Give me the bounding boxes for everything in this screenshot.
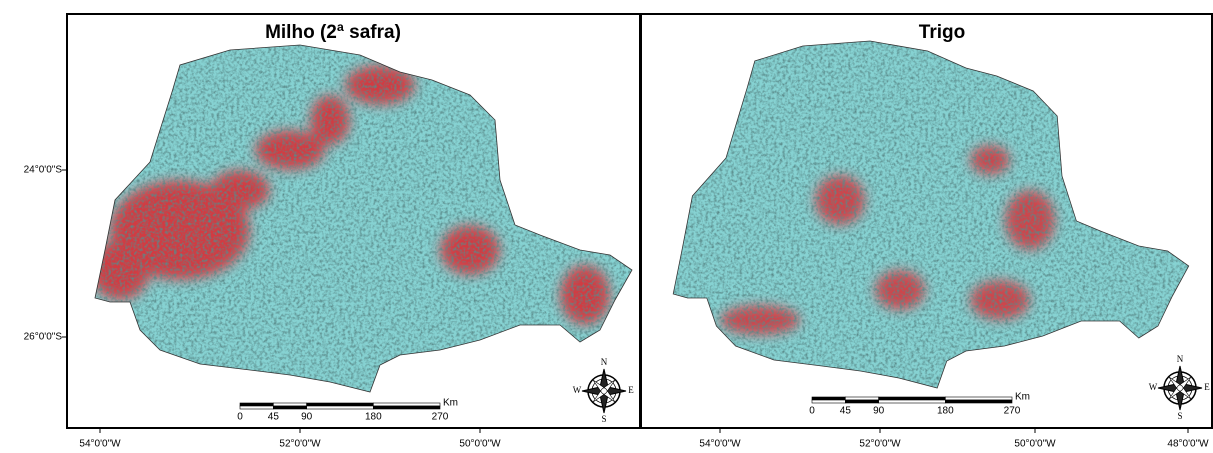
scale-label: 90 bbox=[301, 412, 313, 423]
scale-segment bbox=[812, 397, 845, 400]
scale-segment bbox=[845, 400, 878, 403]
compass-east: E bbox=[1204, 382, 1210, 392]
raster-right bbox=[660, 40, 1213, 400]
scale-segment bbox=[845, 397, 878, 400]
scale-label: 0 bbox=[809, 406, 815, 417]
longitude-label: 50°0'0"W bbox=[1014, 439, 1056, 450]
scale-label: 90 bbox=[873, 406, 885, 417]
scale-segment bbox=[307, 403, 374, 406]
latitude-label: 26°0'0"S bbox=[24, 332, 63, 343]
latitude-label: 24°0'0"S bbox=[24, 165, 63, 176]
scale-label: 180 bbox=[937, 406, 954, 417]
scale-segment bbox=[879, 400, 946, 403]
scale-segment bbox=[273, 406, 306, 409]
compass-west: W bbox=[1149, 382, 1158, 392]
scale-label: 270 bbox=[432, 412, 449, 423]
panel-title: Milho (2ª safra) bbox=[265, 22, 401, 43]
scale-unit: Km bbox=[1015, 392, 1030, 403]
scale-label: 45 bbox=[268, 412, 280, 423]
longitude-label: 52°0'0"W bbox=[859, 439, 901, 450]
map-figure: Milho (2ª safra) 54°0'0"W 52°0'0"W 50°0'0"W… bbox=[0, 0, 1213, 453]
longitude-label: 54°0'0"W bbox=[699, 439, 741, 450]
longitude-label: 50°0'0"W bbox=[459, 439, 501, 450]
scale-segment bbox=[307, 406, 374, 409]
scale-segment bbox=[240, 403, 273, 406]
longitude-label: 54°0'0"W bbox=[79, 439, 121, 450]
scale-segment bbox=[945, 397, 1012, 400]
raster-left bbox=[80, 40, 640, 400]
panel-title: Trigo bbox=[919, 22, 965, 43]
scale-segment bbox=[240, 406, 273, 409]
scale-unit: Km bbox=[443, 398, 458, 409]
scale-segment bbox=[373, 406, 440, 409]
scale-segment bbox=[273, 403, 306, 406]
scale-label: 270 bbox=[1004, 406, 1021, 417]
scale-label: 45 bbox=[840, 406, 852, 417]
compass-east: E bbox=[628, 385, 634, 395]
scale-label: 180 bbox=[365, 412, 382, 423]
scale-segment bbox=[812, 400, 845, 403]
compass-north: N bbox=[601, 357, 608, 367]
longitude-label: 52°0'0"W bbox=[279, 439, 321, 450]
scale-segment bbox=[879, 397, 946, 400]
compass-south: S bbox=[601, 414, 606, 424]
compass-west: W bbox=[573, 385, 582, 395]
compass-south: S bbox=[1177, 411, 1182, 421]
scale-segment bbox=[373, 403, 440, 406]
longitude-label: 48°0'0"W bbox=[1167, 439, 1209, 450]
scale-label: 0 bbox=[237, 412, 243, 423]
compass-north: N bbox=[1177, 354, 1184, 364]
scale-segment bbox=[945, 400, 1012, 403]
